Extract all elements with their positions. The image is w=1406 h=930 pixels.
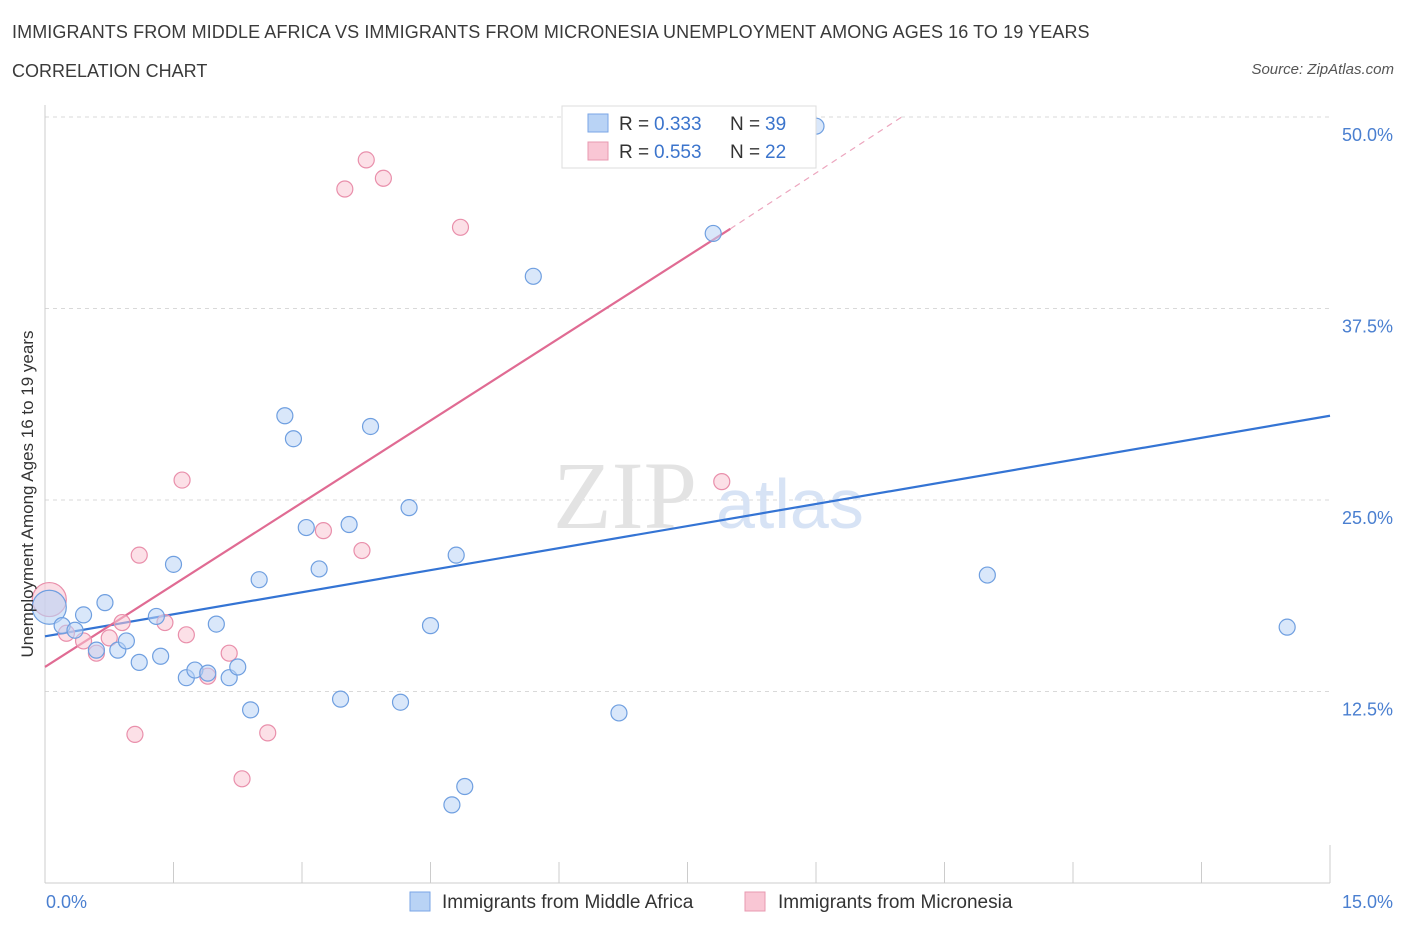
axes [44, 105, 1331, 884]
point-series-1-15 [314, 522, 333, 540]
point-series-0-2 [66, 621, 84, 639]
legend-r-label-1: R = [619, 114, 649, 135]
point-series-1-16 [336, 180, 354, 198]
point-series-1-19 [374, 169, 392, 187]
point-series-1-20 [451, 218, 470, 236]
legend-r-value-2: 0.553 [654, 142, 702, 163]
point-series-1-9 [173, 471, 191, 489]
point-series-0-0 [31, 589, 67, 625]
point-series-1-5 [113, 613, 131, 632]
chart-title: IMMIGRANTS FROM MIDDLE AFRICA VS IMMIGRA… [12, 22, 1090, 42]
grid-lines [45, 116, 1330, 692]
point-series-0-34 [610, 704, 628, 722]
point-series-1-18 [357, 151, 375, 169]
point-series-0-31 [447, 546, 465, 564]
point-series-0-27 [391, 693, 410, 711]
trend-line-dashed-series-1 [730, 116, 902, 230]
point-series-0-38 [1278, 618, 1296, 636]
trend-line-series-1 [44, 227, 731, 668]
x-tick-label-0: 0.0% [46, 892, 87, 912]
point-series-0-23 [310, 560, 328, 578]
point-series-0-26 [361, 417, 380, 436]
point-series-0-28 [400, 499, 418, 517]
legend-n-value-1: 39 [765, 114, 786, 135]
series-legend-label-micronesia: Immigrants from Micronesia [778, 892, 1013, 913]
point-series-0-10 [152, 647, 170, 665]
point-series-0-19 [250, 571, 268, 589]
point-series-0-7 [117, 632, 135, 650]
point-series-1-21 [713, 473, 731, 491]
y-tick-label-3: 50.0% [1342, 125, 1393, 145]
point-series-0-21 [284, 430, 303, 448]
point-series-0-5 [96, 594, 114, 612]
watermark-atlas: atlas [716, 465, 864, 543]
y-tick-label-0: 12.5% [1342, 700, 1393, 720]
legend-n-label-1: N = [730, 114, 760, 135]
point-series-0-37 [978, 566, 996, 584]
point-series-0-22 [297, 518, 315, 537]
source-credit: Source: ZipAtlas.com [1251, 61, 1394, 78]
series-legend: Immigrants from Middle Africa Immigrants… [409, 891, 1013, 913]
point-series-1-6 [126, 725, 144, 743]
legend-n-label-2: N = [730, 142, 760, 163]
point-series-0-15 [207, 615, 225, 633]
point-series-1-13 [233, 770, 251, 788]
point-series-1-14 [259, 724, 277, 742]
point-series-0-32 [456, 777, 474, 796]
tick-labels: 12.5% 25.0% 37.5% 50.0% 0.0% 15.0% [46, 125, 1393, 912]
legend-n-value-2: 22 [765, 142, 786, 163]
point-series-0-3 [74, 606, 93, 624]
y-tick-label-1: 25.0% [1342, 508, 1393, 528]
y-axis-label: Unemployment Among Ages 16 to 19 years [18, 331, 37, 658]
point-series-0-35 [704, 224, 722, 243]
correlation-legend: R = 0.333 N = 39 R = 0.553 N = 22 [561, 105, 817, 169]
point-series-0-17 [229, 658, 247, 676]
point-series-0-4 [87, 641, 106, 659]
point-series-0-29 [421, 617, 440, 635]
legend-swatch-middle-africa [587, 113, 609, 133]
point-series-0-8 [130, 653, 148, 671]
point-series-0-33 [524, 267, 542, 285]
y-tick-label-2: 37.5% [1342, 317, 1393, 337]
legend-swatch-micronesia [587, 141, 609, 161]
point-series-0-11 [164, 555, 183, 573]
trend-line-series-0 [44, 414, 1331, 638]
data-points [31, 117, 1296, 814]
point-series-1-17 [353, 541, 371, 560]
legend-r-value-1: 0.333 [654, 114, 702, 135]
point-series-0-25 [340, 515, 358, 534]
chart-subtitle: CORRELATION CHART [12, 61, 208, 81]
point-series-1-12 [220, 644, 238, 662]
series-legend-swatch-micronesia [744, 891, 766, 912]
point-series-1-7 [130, 546, 148, 564]
point-series-0-20 [276, 407, 294, 425]
point-series-0-18 [242, 701, 260, 719]
point-series-1-10 [177, 626, 195, 644]
point-series-0-14 [199, 664, 217, 682]
series-legend-label-middle-africa: Immigrants from Middle Africa [442, 892, 694, 913]
x-tick-label-1: 15.0% [1342, 892, 1393, 912]
point-series-0-24 [331, 690, 350, 708]
series-legend-swatch-middle-africa [409, 891, 431, 912]
legend-r-label-2: R = [619, 142, 649, 163]
point-series-0-9 [147, 607, 165, 626]
point-series-1-4 [100, 629, 118, 647]
watermark-zip: ZIP [553, 442, 697, 549]
watermark: ZIP atlas [553, 442, 864, 549]
point-series-0-30 [443, 796, 461, 814]
trend-lines [44, 116, 1331, 668]
